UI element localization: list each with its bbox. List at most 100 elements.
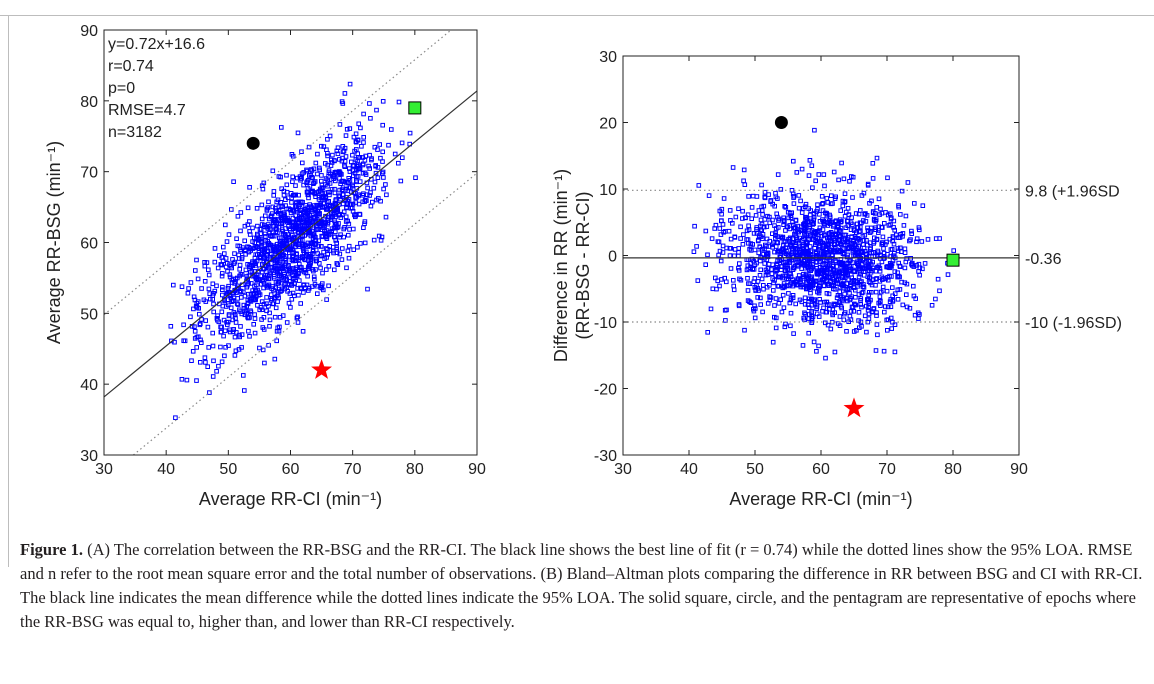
panel-a-data-point xyxy=(227,272,233,277)
panel-a-data-point xyxy=(290,215,296,221)
panel-a-data-point xyxy=(309,168,315,173)
panel-b-data-point xyxy=(904,281,910,287)
panel-a-data-point xyxy=(264,283,269,289)
panel-a-data-point xyxy=(235,214,241,219)
panel-a-data-point xyxy=(248,291,254,297)
panel-a-data-point xyxy=(312,191,318,197)
panel-a-data-point xyxy=(273,226,278,232)
panel-a-data-point xyxy=(208,296,213,302)
panel-a-data-point xyxy=(313,160,319,166)
panel-a-data-point xyxy=(181,338,186,343)
panel-a-data-point xyxy=(319,178,324,184)
panel-a-data-point xyxy=(301,182,306,188)
panel-b-data-point xyxy=(792,246,798,252)
panel-b-data-point xyxy=(812,301,818,307)
panel-a-data-point xyxy=(372,179,378,185)
panel-b-data-point xyxy=(886,277,891,283)
panel-a-data-point xyxy=(199,286,204,291)
panel-a-data-point xyxy=(216,319,222,325)
panel-a-data-point xyxy=(296,292,301,298)
panel-a-data-point xyxy=(315,151,320,157)
panel-a-data-point xyxy=(300,160,305,166)
panel-a-data-point xyxy=(278,238,284,244)
panel-a-data-point xyxy=(258,236,264,241)
panel-a-data-point xyxy=(400,155,405,160)
panel-b-data-point xyxy=(876,230,881,235)
panel-b-data-point xyxy=(885,304,891,310)
panel-b-data-point xyxy=(745,276,750,281)
panel-a-data-point xyxy=(265,248,270,253)
panel-b-data-point xyxy=(781,283,786,289)
panel-a-data-point xyxy=(348,185,353,190)
panel-a-data-point xyxy=(256,248,262,253)
panel-a-data-point xyxy=(288,210,294,216)
panel-b-data-point xyxy=(858,271,863,277)
panel-b-data-point xyxy=(716,252,721,258)
panel-a-data-point xyxy=(276,218,282,223)
panel-b-data-point xyxy=(844,242,850,248)
panel-a-data-point xyxy=(354,174,359,179)
panel-b-data-point xyxy=(801,222,806,227)
figure-frame-left xyxy=(8,15,9,567)
panel-b-data-point xyxy=(887,261,893,266)
panel-a-data-point xyxy=(218,344,223,350)
panel-b-data-point xyxy=(911,283,916,289)
panel-b-data-point xyxy=(782,284,787,290)
panel-b-data-point xyxy=(877,269,883,274)
panel-b-data-point xyxy=(767,220,773,226)
panel-b-data-point xyxy=(917,272,922,278)
panel-b-data-point xyxy=(875,332,880,338)
panel-b-data-point xyxy=(738,236,743,241)
panel-a-data-point xyxy=(318,244,324,249)
panel-a-data-point xyxy=(373,163,378,169)
panel-b-lower-loa-label: -10 (-1.96SD) xyxy=(1025,315,1122,332)
panel-b-data-point xyxy=(758,302,764,307)
panel-b-data-point xyxy=(758,254,763,260)
panel-a-data-point xyxy=(232,251,237,256)
panel-a-y-tick-label: 40 xyxy=(80,377,98,394)
panel-a-data-point xyxy=(194,345,199,350)
panel-a-data-point xyxy=(243,308,249,314)
panel-a-data-point xyxy=(301,250,307,256)
panel-b-lower-star-marker xyxy=(843,397,865,418)
panel-a-data-point xyxy=(236,256,242,261)
panel-a-data-point xyxy=(359,144,364,149)
panel-b-data-point xyxy=(820,227,826,232)
panel-a-data-point xyxy=(335,262,341,267)
panel-b-data-point xyxy=(807,237,812,242)
panel-b-data-point xyxy=(833,245,838,250)
panel-b-data-point xyxy=(799,299,805,305)
panel-a-data-point xyxy=(211,309,216,315)
panel-a-data-point xyxy=(316,226,321,232)
panel-b-data-point xyxy=(818,239,823,244)
panel-b-data-point xyxy=(758,267,764,273)
panel-b-data-point xyxy=(742,182,748,187)
panel-b-data-point xyxy=(756,234,762,240)
panel-b-data-point xyxy=(849,215,854,220)
panel-b-data-point xyxy=(816,286,821,291)
panel-b-data-point xyxy=(838,294,844,300)
panel-a-upper-loa-line xyxy=(103,29,452,316)
panel-b-data-point xyxy=(866,301,871,306)
panel-b-data-point xyxy=(772,303,777,308)
panel-b-data-point xyxy=(712,226,718,231)
panel-b-data-point xyxy=(788,310,794,316)
panel-b-data-point xyxy=(898,212,903,217)
panel-b-data-point xyxy=(841,317,847,323)
panel-a-data-point xyxy=(191,306,196,312)
panel-a-data-point xyxy=(371,237,377,243)
panel-b-data-point xyxy=(897,274,902,280)
panel-b-data-point xyxy=(801,274,807,279)
panel-b-data-point xyxy=(768,295,774,300)
panel-a-data-point xyxy=(273,305,279,311)
panel-b-data-point xyxy=(905,180,911,185)
panel-b-data-point xyxy=(873,227,879,232)
panel-b-data-point xyxy=(823,355,828,361)
panel-a-data-point xyxy=(198,360,203,365)
panel-a-data-point xyxy=(260,186,266,192)
panel-b-x-tick-label: 30 xyxy=(614,461,632,478)
panel-b-data-point xyxy=(814,251,819,256)
panel-b-data-point xyxy=(719,211,724,217)
panel-b-data-point xyxy=(858,296,864,301)
panel-b-data-point xyxy=(902,265,908,271)
